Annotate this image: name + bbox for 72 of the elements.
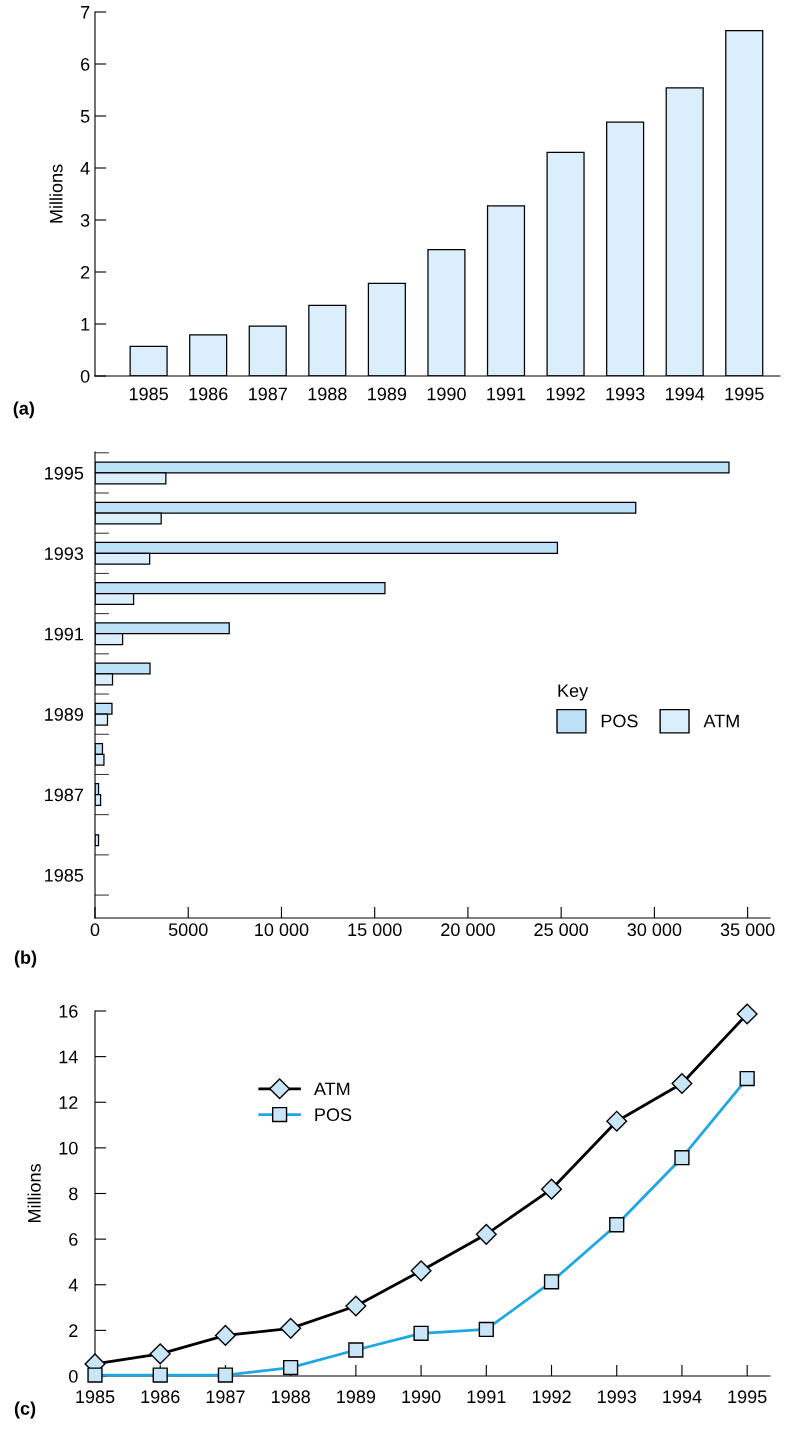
- text: (b): [14, 950, 37, 968]
- x-tick-label: 30 000: [627, 923, 682, 937]
- x-tick-label: 1995: [725, 387, 764, 401]
- x-tick-label: 20 000: [441, 923, 495, 937]
- y-tick-label: 1989: [45, 708, 84, 721]
- y-tick-label: 6: [69, 1233, 78, 1246]
- y-tick-label: 12: [59, 1096, 78, 1109]
- text: (c): [14, 1401, 36, 1419]
- x-tick-label: 1994: [665, 387, 705, 401]
- x-tick-label: 25 000: [534, 923, 589, 937]
- point: [410, 1260, 432, 1282]
- y-tick-label: 1985: [45, 868, 84, 882]
- y-tick-label: 7: [81, 6, 90, 19]
- x-tick-label: 5000: [168, 923, 208, 937]
- y-tick-label: 2: [81, 265, 90, 279]
- x-tick-label: 10 000: [255, 923, 309, 937]
- x-tick-label: 1987: [249, 387, 287, 401]
- x-tick-label: 1986: [141, 1390, 180, 1404]
- point: [345, 1295, 367, 1317]
- point: [671, 1073, 693, 1095]
- x-tick-label: 1991: [487, 387, 526, 401]
- x-tick-label: 1992: [532, 1390, 571, 1404]
- x-tick-label: 1991: [467, 1390, 506, 1404]
- x-tick-label: 1995: [728, 1390, 767, 1404]
- x-tick-label: 1989: [337, 1390, 376, 1404]
- x-tick-label: 1994: [663, 1390, 702, 1404]
- y-tick-label: 1: [81, 318, 90, 331]
- x-tick-label: 15 000: [348, 923, 402, 937]
- y-tick-label: 3: [80, 213, 90, 227]
- text: (a): [13, 401, 34, 419]
- point: [736, 1003, 758, 1025]
- y-tick-label: 5: [80, 110, 90, 123]
- point: [280, 1317, 302, 1339]
- y-tick-label: 0: [69, 1369, 78, 1383]
- x-tick-label: 1985: [129, 387, 168, 401]
- y-tick-label: 1987: [45, 788, 83, 802]
- y-tick-label: 1993: [45, 547, 84, 561]
- x-tick-label: 1993: [606, 387, 645, 401]
- x-tick-label: 0: [90, 923, 100, 937]
- y-axis-title: Millions: [27, 1164, 41, 1223]
- y-tick-label: 10: [59, 1141, 78, 1155]
- point: [541, 1178, 563, 1200]
- y-tick-label: 1991: [45, 627, 84, 641]
- x-tick-label: 1987: [206, 1390, 245, 1404]
- y-tick-label: 4: [80, 162, 90, 175]
- x-tick-label: 1989: [368, 387, 407, 401]
- x-tick-label: 1988: [271, 1390, 310, 1404]
- point: [606, 1110, 628, 1132]
- point: [475, 1223, 497, 1245]
- x-tick-label: 1992: [546, 387, 585, 401]
- x-tick-label: 1990: [402, 1390, 441, 1404]
- y-tick-label: 1995: [45, 466, 84, 480]
- x-tick-label: 1986: [189, 387, 228, 401]
- x-tick-label: 1993: [598, 1390, 637, 1404]
- legend-title: Key: [558, 684, 589, 701]
- y-tick-label: 2: [69, 1324, 78, 1337]
- x-tick-label: 1988: [308, 387, 347, 401]
- x-tick-label: 1990: [427, 387, 466, 401]
- y-tick-label: 14: [59, 1050, 78, 1064]
- y-tick-label: 6: [81, 57, 90, 71]
- point: [149, 1343, 171, 1365]
- y-tick-label: 4: [68, 1278, 78, 1292]
- legend-label: ATM: [313, 1082, 350, 1096]
- y-tick-label: 0: [80, 369, 90, 383]
- legend-label: ATM: [703, 714, 739, 728]
- legend-label: POS: [315, 1108, 352, 1122]
- y-axis-title: Millions: [49, 164, 63, 223]
- y-tick-label: 8: [69, 1187, 78, 1201]
- y-tick-label: 16: [59, 1004, 78, 1018]
- x-tick-label: 35 000: [720, 923, 775, 937]
- legend-label: POS: [601, 714, 638, 728]
- point: [214, 1324, 236, 1346]
